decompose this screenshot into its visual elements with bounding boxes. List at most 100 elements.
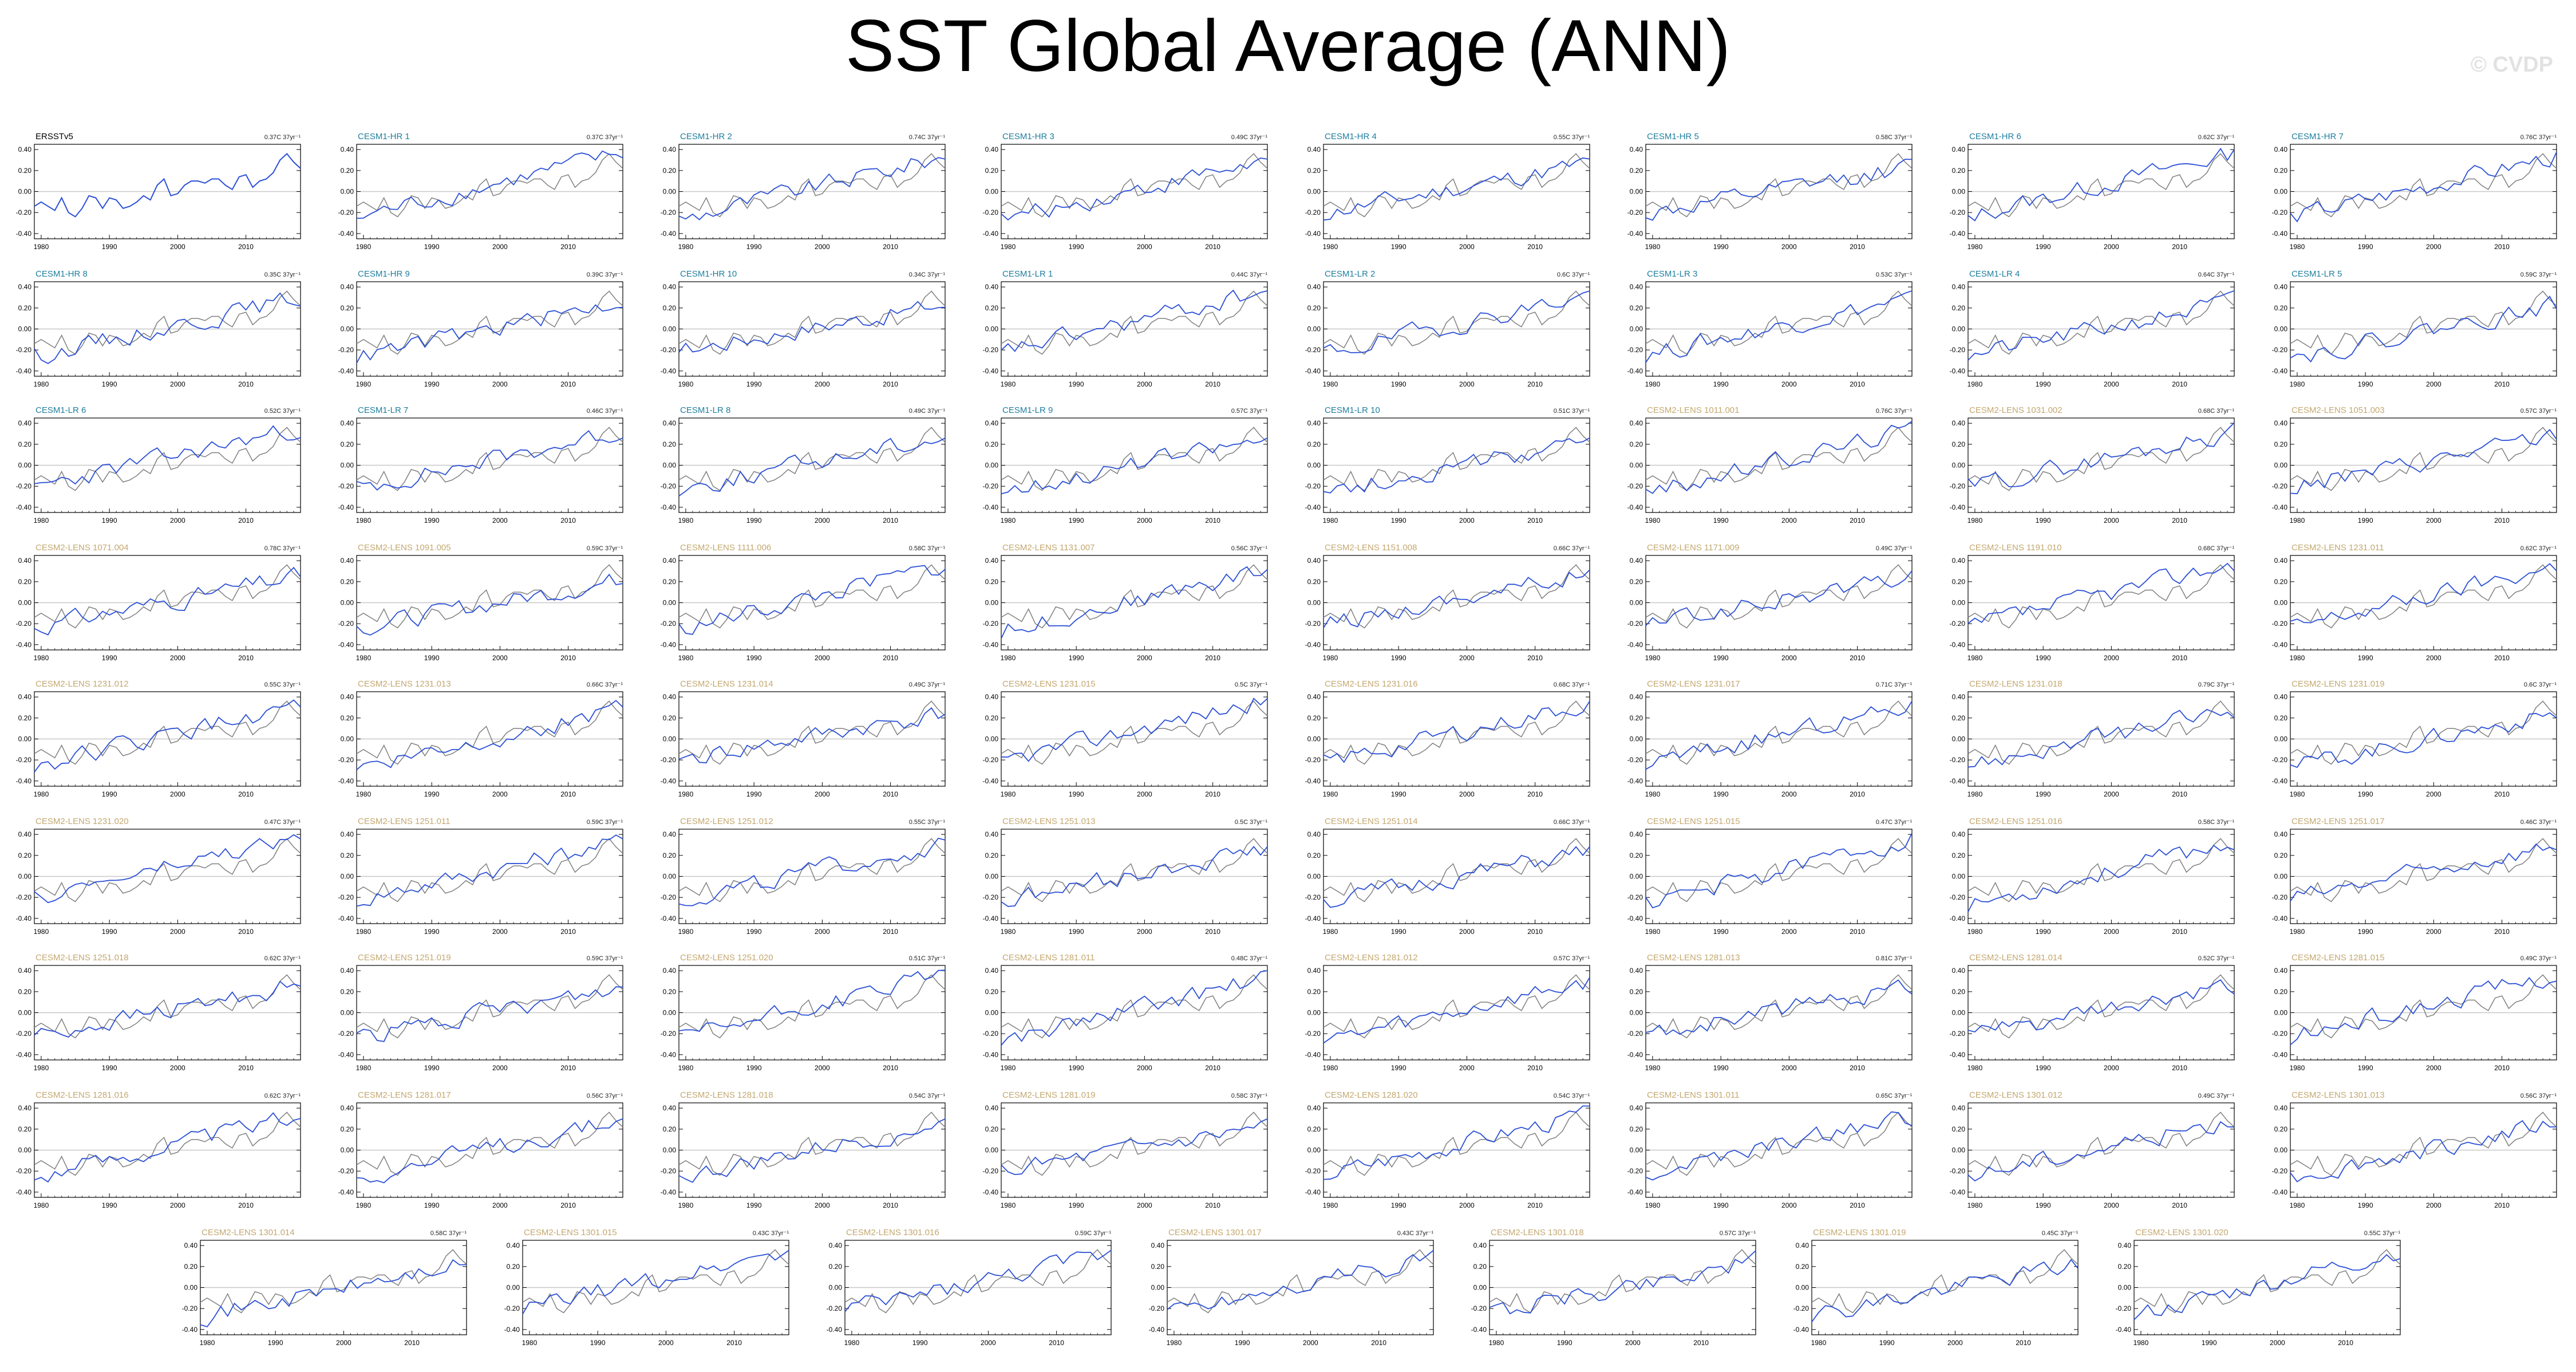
x-tick-label: 1980 [1001, 243, 1016, 251]
y-tick-label: 0.20 [1473, 1263, 1487, 1271]
panel-trend: 0.51C 37yr⁻¹ [909, 955, 946, 962]
y-tick-label: 0.20 [18, 167, 32, 175]
x-tick-label: 1990 [1391, 243, 1406, 251]
x-tick-label: 1990 [1069, 790, 1084, 798]
y-tick-label: -0.20 [1627, 346, 1643, 354]
y-tick-label: -0.20 [338, 893, 354, 901]
x-tick-label: 2000 [170, 1064, 185, 1072]
model-series-line [356, 700, 623, 771]
y-tick-label: 0.20 [829, 1263, 843, 1271]
obs-reference-line [1645, 153, 1913, 218]
x-tick-label: 2010 [883, 517, 898, 525]
model-series-line [1001, 566, 1268, 639]
x-tick-label: 2000 [1303, 1339, 1318, 1347]
y-tick-label: -0.40 [1627, 777, 1643, 785]
y-tick-label: -0.40 [1471, 1326, 1487, 1334]
x-tick-label: 1980 [1967, 1201, 1983, 1209]
x-tick-label: 1980 [1001, 1064, 1016, 1072]
y-tick-label: 0.40 [1952, 967, 1966, 975]
x-tick-label: 1990 [1557, 1339, 1573, 1347]
panel: CESM2-LENS 1281.012 0.57C 37yr⁻¹ -0.40 -0.2… [1305, 953, 1590, 1072]
y-tick-label: 0.20 [663, 167, 677, 175]
x-tick-label: 1990 [1069, 1201, 1084, 1209]
x-tick-label: 1990 [102, 1201, 117, 1209]
x-tick-label: 2000 [1781, 243, 1797, 251]
y-tick-label: 0.40 [985, 830, 999, 838]
obs-reference-line [356, 153, 623, 218]
x-tick-label: 1990 [1713, 243, 1729, 251]
y-tick-label: 0.40 [2274, 145, 2288, 153]
y-tick-label: 0.00 [341, 462, 354, 470]
panel: CESM2-LENS 1301.017 0.43C 37yr⁻¹ -0.40 -0.2… [1149, 1228, 1434, 1347]
obs-reference-line [678, 153, 946, 218]
y-tick-label: 0.00 [663, 599, 677, 607]
x-tick-label: 2000 [1459, 1201, 1475, 1209]
y-tick-label: 0.00 [1307, 188, 1321, 196]
model-series-line [1323, 846, 1590, 908]
x-tick-label: 2010 [1049, 1339, 1064, 1347]
x-tick-label: 2000 [2426, 928, 2441, 936]
panel-title: CESM2-LENS 1301.012 [1969, 1090, 2063, 1100]
obs-reference-line [1645, 974, 1913, 1039]
panel-title: CESM2-LENS 1231.017 [1647, 679, 1740, 689]
x-tick-label: 2000 [1781, 1064, 1797, 1072]
panel: CESM2-LENS 1251.017 0.46C 37yr⁻¹ -0.40 -0.2… [2272, 817, 2557, 936]
x-tick-label: 1980 [1323, 1201, 1338, 1209]
y-tick-label: -0.40 [338, 914, 354, 922]
y-tick-label: -0.20 [1627, 1030, 1643, 1038]
x-tick-label: 1990 [102, 380, 117, 388]
y-tick-label: 0.00 [1952, 599, 1966, 607]
y-tick-label: 0.00 [1307, 462, 1321, 470]
x-tick-label: 1980 [1645, 654, 1661, 662]
model-series-line [1967, 290, 2235, 361]
panel-trend: 0.76C 37yr⁻¹ [2520, 134, 2557, 141]
figure-title: SST Global Average (ANN) [845, 5, 1731, 87]
obs-reference-line [34, 427, 301, 491]
obs-reference-line [356, 974, 623, 1039]
y-tick-label: 0.00 [1307, 1146, 1321, 1154]
obs-reference-line [34, 1111, 301, 1176]
model-series-line [1967, 147, 2235, 222]
x-tick-label: 1980 [356, 654, 372, 662]
model-series-line [1645, 1111, 1913, 1181]
y-tick-label: -0.40 [1950, 914, 1966, 922]
y-tick-label: 0.00 [18, 325, 32, 333]
y-tick-label: 0.20 [1796, 1263, 1809, 1271]
x-tick-label: 1980 [1967, 517, 1983, 525]
y-tick-label: -0.20 [661, 620, 677, 628]
panel-title: CESM2-LENS 1281.019 [1002, 1090, 1096, 1100]
y-tick-label: 0.00 [2274, 599, 2288, 607]
y-tick-label: 0.40 [985, 557, 999, 565]
model-series-line [678, 1118, 946, 1183]
obs-reference-line [356, 700, 623, 765]
x-tick-label: 2010 [2172, 1064, 2187, 1072]
x-tick-label: 1990 [1391, 517, 1406, 525]
x-tick-label: 2010 [1527, 380, 1543, 388]
x-tick-label: 2000 [1781, 517, 1797, 525]
x-tick-label: 1990 [2358, 928, 2373, 936]
obs-reference-line [1967, 153, 2235, 218]
panel-title: CESM2-LENS 1301.016 [846, 1228, 939, 1237]
y-tick-label: 0.40 [985, 145, 999, 153]
panel: ERSSTv5 0.37C 37yr⁻¹ -0.40 -0.20 0.00 0.20 0.4… [16, 132, 301, 251]
panel: CESM1-HR 6 0.62C 37yr⁻¹ -0.40 -0.20 0.00 0.20… [1950, 132, 2235, 251]
x-tick-label: 2010 [1527, 517, 1543, 525]
y-tick-label: 0.20 [1307, 714, 1321, 722]
x-tick-label: 1980 [2134, 1339, 2149, 1347]
panel-trend: 0.49C 37yr⁻¹ [909, 408, 946, 415]
x-tick-label: 1990 [590, 1339, 606, 1347]
x-tick-label: 2000 [1459, 243, 1475, 251]
y-tick-label: -0.20 [16, 1030, 32, 1038]
obs-reference-line [34, 564, 301, 629]
panel: CESM1-LR 9 0.57C 37yr⁻¹ -0.40 -0.20 0.00 0.20… [983, 405, 1268, 525]
x-tick-label: 2000 [815, 380, 830, 388]
panel: CESM2-LENS 1231.013 0.66C 37yr⁻¹ -0.40 -0.2… [338, 679, 623, 798]
y-tick-label: 0.20 [1307, 578, 1321, 586]
x-tick-label: 2000 [815, 243, 830, 251]
panel: CESM2-LENS 1281.020 0.54C 37yr⁻¹ -0.40 -0.2… [1305, 1090, 1590, 1209]
y-tick-label: 0.00 [1952, 735, 1966, 743]
x-tick-label: 1990 [746, 1064, 762, 1072]
obs-reference-line [1001, 564, 1268, 629]
y-tick-label: 0.00 [663, 325, 677, 333]
panel: CESM2-LENS 1231.014 0.49C 37yr⁻¹ -0.40 -0.2… [661, 679, 946, 798]
